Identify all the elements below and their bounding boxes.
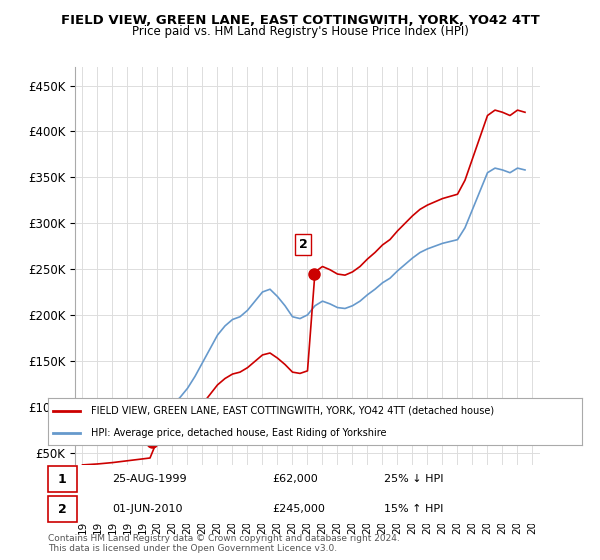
Text: 25% ↓ HPI: 25% ↓ HPI — [385, 474, 444, 484]
Text: Price paid vs. HM Land Registry's House Price Index (HPI): Price paid vs. HM Land Registry's House … — [131, 25, 469, 38]
FancyBboxPatch shape — [48, 466, 77, 492]
Text: Contains HM Land Registry data © Crown copyright and database right 2024.
This d: Contains HM Land Registry data © Crown c… — [48, 534, 400, 553]
Text: FIELD VIEW, GREEN LANE, EAST COTTINGWITH, YORK, YO42 4TT (detached house): FIELD VIEW, GREEN LANE, EAST COTTINGWITH… — [91, 406, 494, 416]
FancyBboxPatch shape — [48, 496, 77, 522]
Text: 15% ↑ HPI: 15% ↑ HPI — [385, 504, 444, 514]
Text: 2: 2 — [299, 238, 308, 251]
Text: FIELD VIEW, GREEN LANE, EAST COTTINGWITH, YORK, YO42 4TT: FIELD VIEW, GREEN LANE, EAST COTTINGWITH… — [61, 14, 539, 27]
Text: HPI: Average price, detached house, East Riding of Yorkshire: HPI: Average price, detached house, East… — [91, 428, 386, 438]
Text: £245,000: £245,000 — [272, 504, 325, 514]
Text: 25-AUG-1999: 25-AUG-1999 — [112, 474, 187, 484]
Text: 2: 2 — [58, 502, 67, 516]
Text: 1: 1 — [137, 406, 146, 419]
Text: 1: 1 — [58, 473, 67, 486]
Text: 01-JUN-2010: 01-JUN-2010 — [112, 504, 182, 514]
Text: £62,000: £62,000 — [272, 474, 318, 484]
